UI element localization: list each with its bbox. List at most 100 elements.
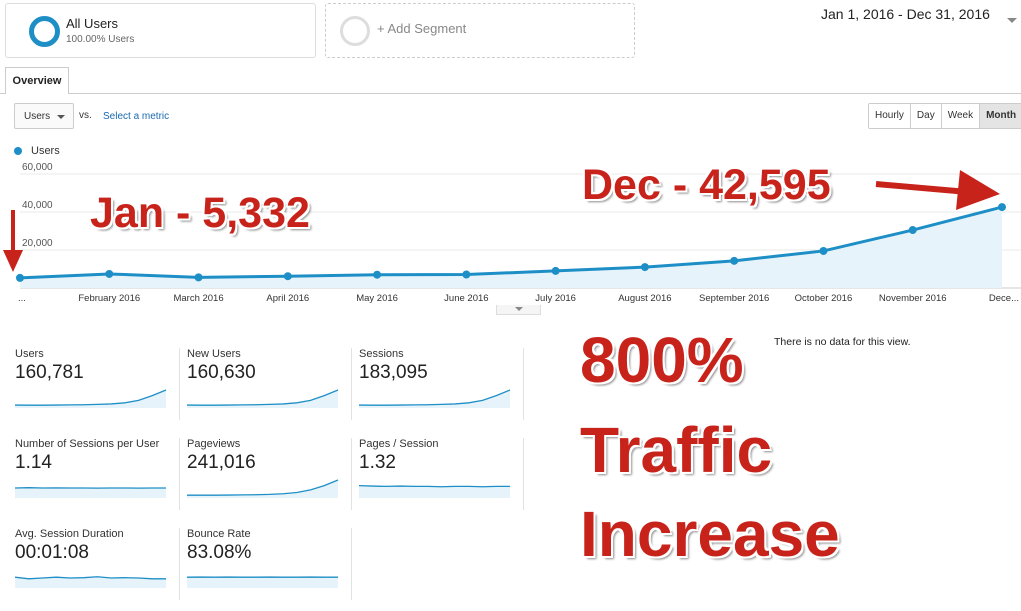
sparkline-area [15, 390, 166, 408]
select-metric-link[interactable]: Select a metric [103, 111, 170, 122]
scorecard-sparkline [187, 576, 338, 588]
data-point[interactable] [551, 266, 560, 275]
x-tick-label: October 2016 [795, 293, 853, 304]
chevron-down-icon [1007, 18, 1017, 23]
annotation-percent: 800% [580, 324, 744, 396]
chevron-down-icon [57, 115, 65, 119]
x-tick-label: February 2016 [78, 293, 140, 304]
data-point[interactable] [462, 270, 471, 279]
legend-marker [14, 147, 22, 155]
sparkline-line [359, 484, 510, 488]
scorecard[interactable]: Number of Sessions per User 1.14 [15, 438, 180, 520]
sparkline-line [187, 389, 339, 406]
metric-select[interactable]: Users [14, 103, 74, 129]
scorecard[interactable]: Bounce Rate 83.08% [187, 528, 352, 610]
sparkline-area [187, 390, 338, 408]
period-month-button[interactable]: Month [980, 104, 1021, 128]
sparkline-line [187, 479, 339, 496]
x-tick-label: November 2016 [879, 293, 947, 304]
users-line-chart: 20,000 40,000 60,000... February 2016 March … [16, 162, 1021, 304]
legend-label[interactable]: Users [31, 145, 60, 157]
series-area [20, 207, 1002, 288]
scorecard-label: Bounce Rate [187, 528, 251, 540]
scorecard-divider [523, 348, 524, 420]
scorecard-divider [179, 528, 180, 600]
x-tick-label: Dece... [989, 293, 1019, 304]
segment-subtitle: 100.00% Users [66, 34, 135, 45]
scorecard-divider [351, 528, 352, 600]
segment-title: All Users [66, 16, 119, 31]
period-toggle: Hourly Day Week Month [868, 103, 1021, 129]
scorecard[interactable]: Avg. Session Duration 00:01:08 [15, 528, 180, 610]
add-segment-button[interactable]: + Add Segment [325, 3, 635, 58]
scorecard-divider [523, 438, 524, 510]
annotation-dec: Dec - 42,595 [582, 161, 831, 209]
empty-segment-ring-icon [340, 16, 370, 46]
period-day-button[interactable]: Day [910, 104, 942, 128]
date-range-label: Jan 1, 2016 - Dec 31, 2016 [821, 6, 990, 22]
sparkline-area [15, 487, 166, 498]
scorecard-value: 1.32 [359, 452, 396, 473]
x-tick-label: September 2016 [699, 293, 769, 304]
sparkline-area [359, 485, 510, 498]
data-point[interactable] [16, 273, 24, 282]
scorecard-sparkline [359, 389, 511, 408]
series-line-users [19, 205, 1003, 280]
period-hourly-button[interactable]: Hourly [869, 104, 911, 128]
chart-expand-toggle[interactable] [496, 305, 541, 315]
scorecard[interactable]: Users 160,781 [15, 348, 180, 430]
tab-overview[interactable]: Overview [5, 67, 69, 94]
scorecard-value: 83.08% [187, 542, 252, 563]
scorecard[interactable]: Pages / Session 1.32 [359, 438, 524, 520]
scorecard-label: Avg. Session Duration [15, 528, 124, 540]
no-data-message: There is no data for this view. [774, 336, 911, 348]
data-point[interactable] [908, 226, 917, 235]
sparkline-line [359, 389, 511, 406]
annotation-traffic: Traffic [580, 414, 773, 486]
scorecard-label: Pageviews [187, 438, 241, 450]
scorecard-label: Number of Sessions per User [15, 438, 160, 450]
scorecard[interactable]: New Users 160,630 [187, 348, 352, 430]
scorecard-sparkline [359, 484, 510, 498]
x-tick-label: March 2016 [173, 293, 223, 304]
scorecard-label: Sessions [359, 348, 404, 360]
sparkline-area [187, 577, 338, 588]
segment-all-users[interactable]: All Users 100.00% Users [5, 3, 316, 58]
annotation-increase: Increase [580, 498, 840, 570]
x-tick-label: May 2016 [356, 293, 398, 304]
scorecard[interactable]: Pageviews 241,016 [187, 438, 352, 520]
chevron-down-icon [515, 307, 523, 311]
data-point[interactable] [998, 203, 1006, 212]
scorecard-divider [351, 348, 352, 420]
scorecard-value: 160,781 [15, 362, 84, 383]
sparkline-area [359, 390, 510, 408]
x-tick-label: July 2016 [535, 293, 576, 304]
period-week-button[interactable]: Week [941, 104, 981, 128]
scorecard-sparkline [15, 576, 166, 588]
metric-select-value: Users [24, 111, 51, 122]
sparkline-area [187, 480, 338, 498]
data-point[interactable] [373, 270, 382, 279]
sparkline-line [15, 576, 166, 580]
data-point[interactable] [730, 256, 739, 265]
data-point[interactable] [105, 269, 114, 278]
scorecard-label: Users [15, 348, 44, 360]
scorecard[interactable]: Sessions 183,095 [359, 348, 524, 430]
scorecard-value: 00:01:08 [15, 542, 89, 563]
data-point[interactable] [640, 263, 649, 272]
y-tick-label: 40,000 [22, 200, 53, 211]
date-range-picker[interactable]: Jan 1, 2016 - Dec 31, 2016 [821, 6, 1021, 40]
y-tick-label: 60,000 [22, 162, 53, 173]
scorecard-sparkline [15, 487, 166, 498]
data-point[interactable] [283, 272, 292, 281]
annotation-jan: Jan - 5,332 [90, 189, 310, 237]
data-point[interactable] [819, 246, 828, 255]
scorecard-sparkline [15, 389, 167, 408]
scorecard-value: 241,016 [187, 452, 256, 473]
scorecard-value: 160,630 [187, 362, 256, 383]
vs-label: vs. [79, 110, 92, 121]
data-point[interactable] [194, 273, 203, 282]
segment-ring-icon [29, 16, 60, 47]
scorecard-value: 1.14 [15, 452, 52, 473]
y-tick-label: 20,000 [22, 238, 53, 249]
